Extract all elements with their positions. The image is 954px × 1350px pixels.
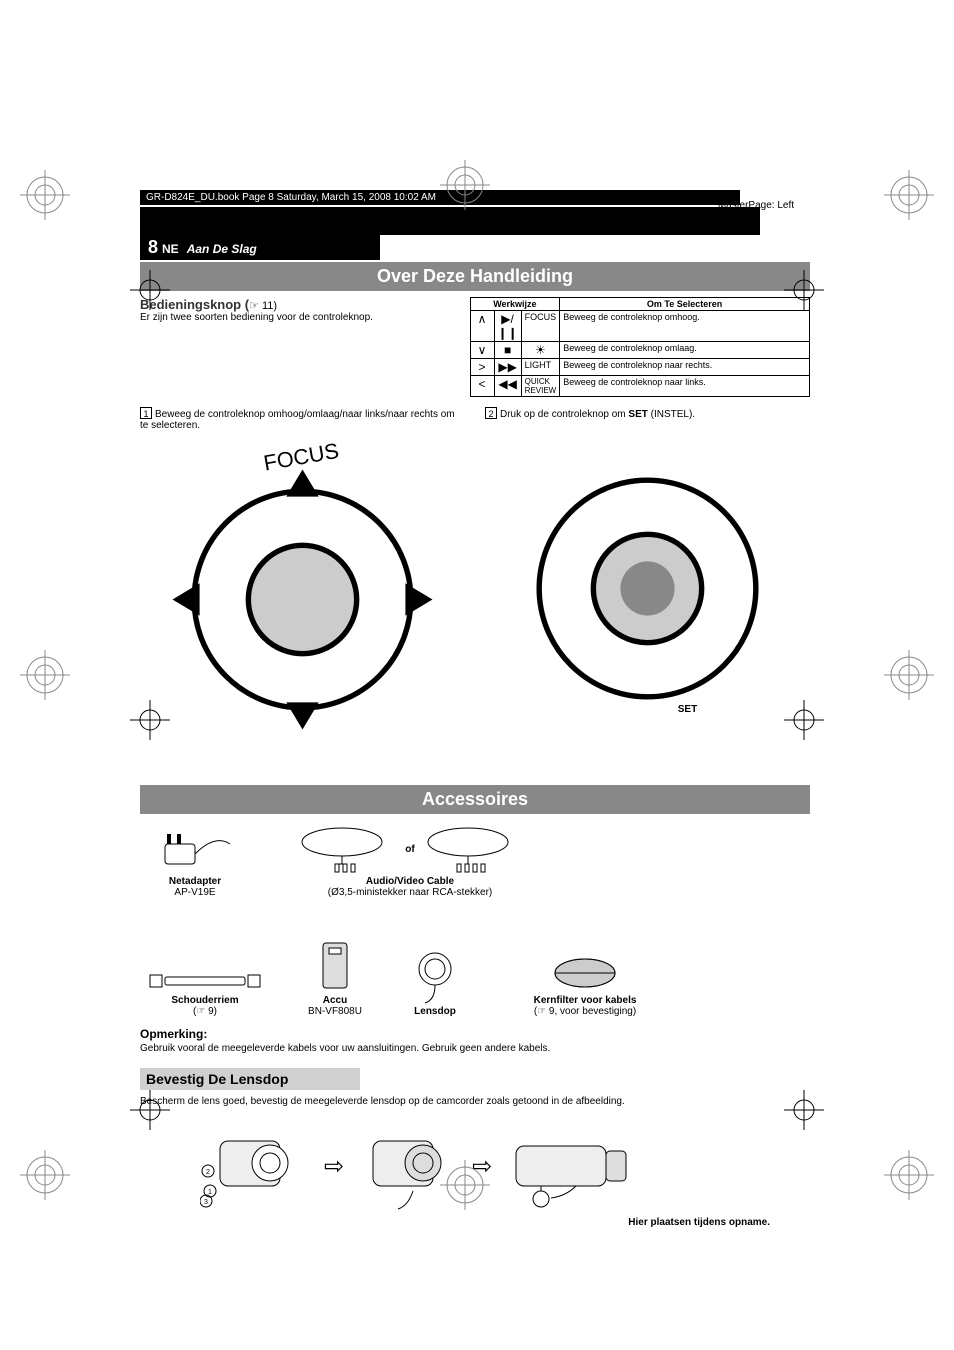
accessories-grid: Netadapter AP-V19E of bbox=[140, 824, 810, 1017]
section-title: Aan De Slag bbox=[187, 242, 257, 256]
crop-mark-icon bbox=[20, 1150, 70, 1200]
knob-icon: FOCUS bbox=[140, 437, 465, 762]
acc-schouderriem: Schouderriem (☞ 9) bbox=[140, 969, 270, 1017]
crop-mark-icon bbox=[884, 650, 934, 700]
kernfilter-label: Kernfilter voor kabels bbox=[500, 995, 670, 1006]
banner-accessoires: Accessoires bbox=[140, 785, 810, 814]
page-body: GR-D824E_DU.book Page 8 Saturday, March … bbox=[140, 190, 810, 1228]
bedieningsknop-heading: Bedieningsknop (☞ 11) bbox=[140, 297, 450, 312]
avcable-label: Audio/Video Cable bbox=[280, 876, 540, 887]
subsection-lensdop: Bevestig De Lensdop bbox=[140, 1068, 360, 1090]
step-1-text: Beweeg de controleknop omhoog/omlaag/naa… bbox=[140, 409, 455, 431]
camcorder-step3-icon bbox=[506, 1121, 636, 1211]
sun-icon: ☀ bbox=[521, 342, 560, 359]
table-row: > ▶▶ LIGHT Beweeg de controleknop naar r… bbox=[470, 359, 809, 376]
crosshair-icon bbox=[130, 1090, 170, 1130]
svg-text:2: 2 bbox=[206, 1169, 210, 1176]
bedien-ref: ☞ 11) bbox=[249, 300, 277, 312]
ffwd-icon: ▶▶ bbox=[494, 359, 521, 376]
svg-text:1: 1 bbox=[208, 1189, 212, 1196]
schouder-sub: (☞ 9) bbox=[140, 1006, 270, 1017]
avcable-icon: of bbox=[280, 824, 540, 874]
mode-quickreview: QUICK REVIEW bbox=[521, 376, 560, 397]
accu-label: Accu bbox=[300, 995, 370, 1006]
rewind-icon: ◀◀ bbox=[494, 376, 521, 397]
note-title: Opmerking: bbox=[140, 1027, 810, 1041]
lang-code: NE bbox=[162, 242, 179, 256]
play-pause-icon: ▶/❙❙ bbox=[494, 311, 521, 342]
step-2: 2Druk op de controleknop om SET (INSTEL)… bbox=[485, 407, 810, 765]
arrow-right-icon: > bbox=[470, 359, 494, 376]
th-selecteren: Om Te Selecteren bbox=[560, 298, 810, 311]
th-werkwijze: Werkwijze bbox=[470, 298, 560, 311]
stop-icon: ■ bbox=[494, 342, 521, 359]
banner-over-deze: Over Deze Handleiding bbox=[140, 262, 810, 291]
svg-text:3: 3 bbox=[204, 1199, 208, 1206]
mode-light: LIGHT bbox=[521, 359, 560, 376]
section-header: 8 NE Aan De Slag bbox=[140, 235, 380, 260]
desc-left: Beweeg de controleknop naar links. bbox=[560, 376, 810, 397]
table-row: < ◀◀ QUICK REVIEW Beweeg de controleknop… bbox=[470, 376, 809, 397]
netadapter-label: Netadapter bbox=[140, 876, 250, 887]
crop-mark-icon bbox=[884, 170, 934, 220]
crop-mark-icon bbox=[20, 170, 70, 220]
crosshair-icon bbox=[784, 270, 824, 310]
acc-lensdop: Lensdop bbox=[400, 949, 470, 1017]
lensdop-text: Bescherm de lens goed, bevestig de meege… bbox=[140, 1096, 810, 1107]
schouder-label: Schouderriem bbox=[140, 995, 270, 1006]
arrow-left-icon: < bbox=[470, 376, 494, 397]
mode-focus: FOCUS bbox=[521, 311, 560, 342]
step-2-text-b: (INSTEL). bbox=[648, 409, 695, 420]
battery-icon bbox=[300, 938, 370, 993]
page-number: 8 bbox=[148, 237, 158, 258]
desc-right: Beweeg de controleknop naar rechts. bbox=[560, 359, 810, 376]
acc-avcable: of Audio/Video Cable (Ø3,5-ministekker n… bbox=[280, 824, 540, 898]
knob-set-icon bbox=[485, 426, 810, 751]
control-knob-diagram-1: FOCUS bbox=[140, 437, 465, 765]
netadapter-icon bbox=[140, 824, 250, 874]
table-row: ∨ ■ ☀ Beweeg de controleknop omlaag. bbox=[470, 342, 809, 359]
lenscap-icon bbox=[400, 949, 470, 1004]
crop-mark-icon bbox=[440, 1160, 490, 1210]
step-1: 1Beweeg de controleknop omhoog/omlaag/na… bbox=[140, 407, 465, 765]
acc-accu: Accu BN-VF808U bbox=[300, 938, 370, 1017]
crosshair-icon bbox=[130, 700, 170, 740]
bedien-text: Er zijn twee soorten bediening voor de c… bbox=[140, 312, 450, 323]
crop-mark-icon bbox=[440, 160, 490, 210]
crop-mark-icon bbox=[20, 650, 70, 700]
set-label: SET bbox=[678, 704, 697, 715]
arrow-right-icon: ⇨ bbox=[324, 1152, 344, 1181]
corefilter-icon bbox=[500, 953, 670, 993]
avcable-sub: (Ø3,5-ministekker naar RCA-stekker) bbox=[280, 887, 540, 898]
strap-icon bbox=[140, 969, 270, 993]
acc-netadapter: Netadapter AP-V19E bbox=[140, 824, 250, 898]
crosshair-icon bbox=[130, 270, 170, 310]
cam-caption: Hier plaatsen tijdens opname. bbox=[140, 1217, 770, 1228]
crosshair-icon bbox=[784, 700, 824, 740]
crop-mark-icon bbox=[884, 1150, 934, 1200]
black-bar bbox=[140, 207, 760, 235]
control-knob-diagram-2: SET bbox=[485, 426, 810, 765]
svg-text:FOCUS: FOCUS bbox=[262, 438, 341, 476]
arrow-down-icon: ∨ bbox=[470, 342, 494, 359]
of-label: of bbox=[405, 844, 414, 855]
camcorder-step1-icon: 1 2 3 bbox=[200, 1121, 310, 1211]
table-row: ∧ ▶/❙❙ FOCUS Beweeg de controleknop omho… bbox=[470, 311, 809, 342]
lensdop-steps: 1 2 3 ⇨ ⇨ bbox=[200, 1121, 810, 1211]
note-text: Gebruik vooral de meegeleverde kabels vo… bbox=[140, 1043, 810, 1054]
werkwijze-table: Werkwijze Om Te Selecteren ∧ ▶/❙❙ FOCUS … bbox=[470, 297, 810, 397]
desc-down: Beweeg de controleknop omlaag. bbox=[560, 342, 810, 359]
arrow-up-icon: ∧ bbox=[470, 311, 494, 342]
acc-kernfilter: Kernfilter voor kabels (☞ 9, voor bevest… bbox=[500, 953, 670, 1017]
accu-sub: BN-VF808U bbox=[300, 1006, 370, 1017]
kernfilter-sub: (☞ 9, voor bevestiging) bbox=[500, 1006, 670, 1017]
step-2-set: SET bbox=[628, 409, 647, 420]
step-1-num: 1 bbox=[140, 407, 152, 419]
lensdop-label: Lensdop bbox=[400, 1006, 470, 1017]
step-2-num: 2 bbox=[485, 407, 497, 419]
crosshair-icon bbox=[784, 1090, 824, 1130]
step-2-text-a: Druk op de controleknop om bbox=[500, 409, 628, 420]
netadapter-sub: AP-V19E bbox=[140, 887, 250, 898]
desc-up: Beweeg de controleknop omhoog. bbox=[560, 311, 810, 342]
